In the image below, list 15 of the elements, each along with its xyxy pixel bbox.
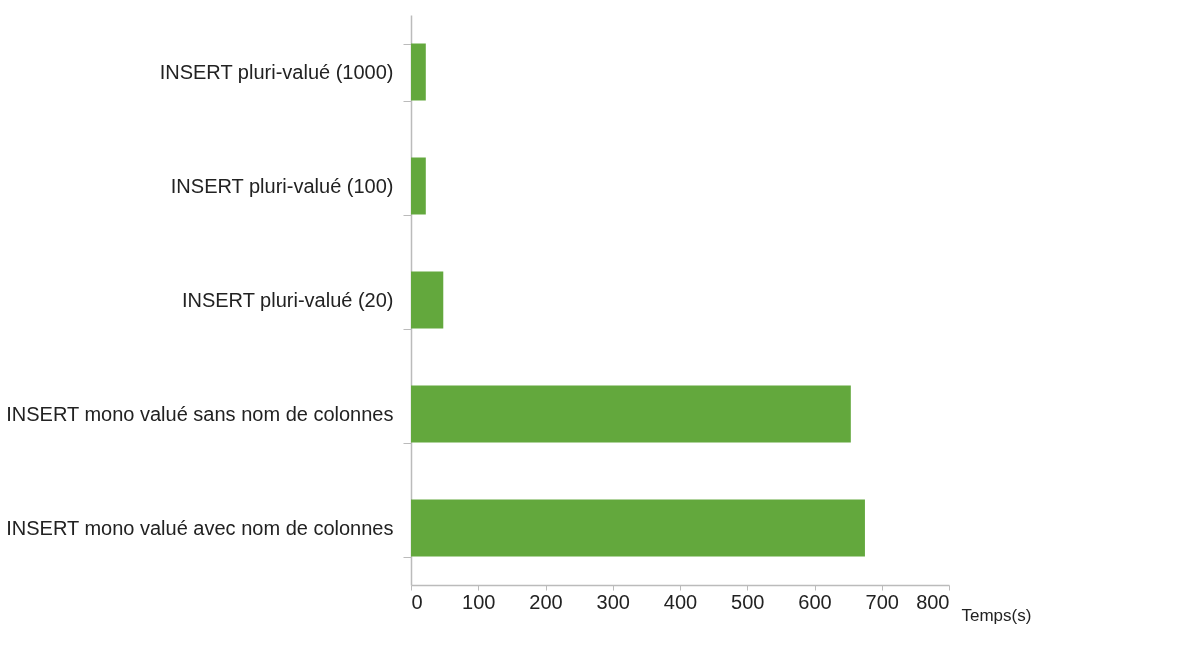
x-tick-label: 100 [462, 590, 496, 613]
x-tick-label: 400 [663, 590, 698, 613]
x-tick-label: 200 [529, 590, 563, 613]
x-tick-label: 800 [916, 590, 950, 613]
y-tick-label: INSERT mono valué sans nom de colonnes [6, 402, 394, 425]
x-tick-label: 700 [865, 590, 899, 613]
y-tick-label: INSERT pluri-valué (100) [170, 174, 394, 197]
x-tick-label: 600 [798, 590, 832, 613]
y-tick-label: INSERT pluri-valué (1000) [159, 60, 394, 83]
y-tick-label: INSERT pluri-valué (20) [181, 288, 394, 311]
x-axis-title: Temps(s) [961, 605, 1032, 625]
x-tick-label: 300 [596, 590, 630, 613]
y-tick-label: INSERT mono valué avec nom de colonnes [6, 516, 394, 539]
x-tick-label: 0 [411, 590, 423, 613]
x-tick-label: 500 [731, 590, 765, 613]
